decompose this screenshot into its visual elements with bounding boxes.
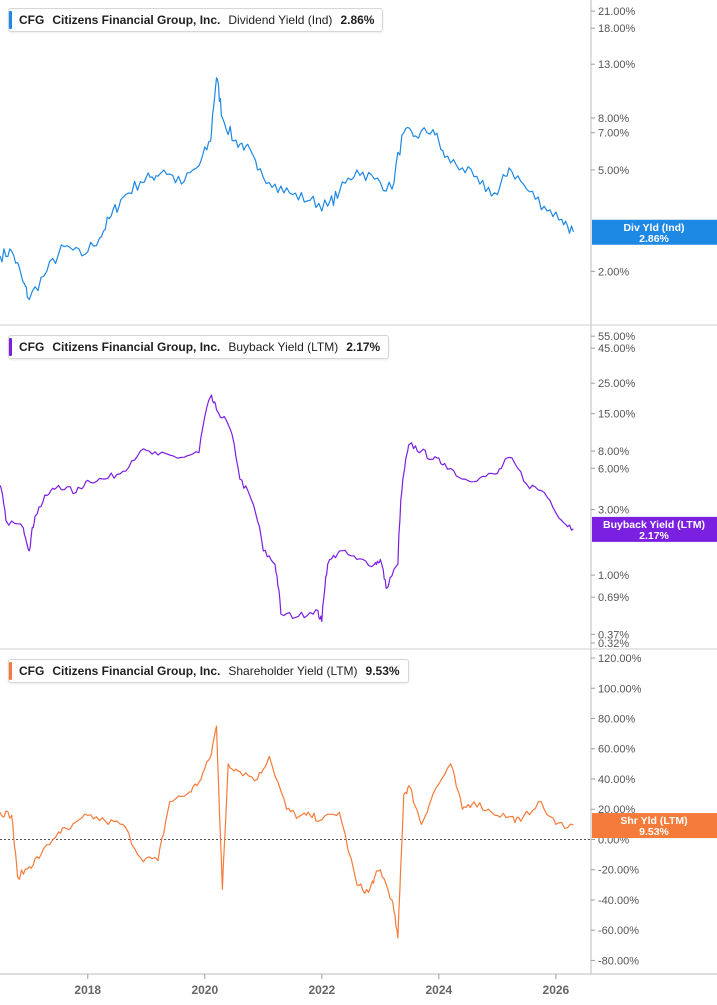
- series-line: [0, 725, 574, 939]
- x-tick-label: 2018: [74, 983, 101, 997]
- series-color-swatch: [9, 338, 12, 356]
- legend-buyback-yield[interactable]: CFG Citizens Financial Group, Inc. Buyba…: [8, 335, 390, 359]
- y-tick-label: 21.00%: [598, 6, 636, 18]
- y-tick-label: 13.00%: [598, 59, 636, 71]
- x-tick-label: 2022: [308, 983, 335, 997]
- y-tick-label: 6.00%: [598, 463, 629, 475]
- y-tick-label: 55.00%: [598, 331, 636, 343]
- last-value-marker: [592, 516, 717, 542]
- legend-metric: Dividend Yield (Ind): [228, 13, 333, 27]
- series-color-swatch: [9, 662, 12, 680]
- series-line: [0, 77, 574, 301]
- y-tick-label: 120.00%: [598, 653, 642, 665]
- y-tick-label: -20.00%: [598, 865, 639, 877]
- y-tick-label: 3.00%: [598, 505, 629, 517]
- y-tick-label: 80.00%: [598, 714, 636, 726]
- last-value-marker: [592, 813, 717, 839]
- last-value-marker-label: Div Yld (Ind): [623, 222, 684, 234]
- legend-ticker: CFG: [19, 664, 45, 678]
- series-line: [0, 394, 574, 622]
- y-tick-label: 45.00%: [598, 343, 636, 355]
- last-value-marker-label: Buyback Yield (LTM): [603, 519, 705, 531]
- y-tick-label: 8.00%: [598, 446, 629, 458]
- last-value-marker-value: 2.86%: [639, 233, 669, 245]
- y-tick-label: -40.00%: [598, 895, 639, 907]
- y-tick-label: 18.00%: [598, 23, 636, 35]
- last-value-marker-label: Shr Yld (LTM): [620, 815, 687, 827]
- value-markers: Div Yld (Ind)2.86% Buyback Yield (LTM)2.1…: [592, 219, 717, 839]
- legend-company: Citizens Financial Group, Inc.: [52, 664, 221, 678]
- y-tick-label: 15.00%: [598, 409, 636, 421]
- y-tick-label: 100.00%: [598, 683, 642, 695]
- legend-dividend-yield[interactable]: CFG Citizens Financial Group, Inc. Divid…: [8, 8, 384, 32]
- last-value-marker: [592, 219, 717, 245]
- y-tick-label: 40.00%: [598, 774, 636, 786]
- legend-metric: Shareholder Yield (LTM): [228, 664, 358, 678]
- y-tick-label: 5.00%: [598, 165, 629, 177]
- legend-value: 2.17%: [346, 340, 381, 354]
- y-tick-label: -60.00%: [598, 925, 639, 937]
- y-tick-label: 60.00%: [598, 744, 636, 756]
- y-tick-label: 0.32%: [598, 638, 629, 650]
- y-tick-label: 25.00%: [598, 378, 636, 390]
- last-value-marker-value: 9.53%: [639, 826, 669, 838]
- x-tick-label: 2026: [543, 983, 570, 997]
- legend-company: Citizens Financial Group, Inc.: [52, 340, 221, 354]
- y-tick-label: 8.00%: [598, 113, 629, 125]
- legend-value: 9.53%: [365, 664, 400, 678]
- legend-ticker: CFG: [19, 340, 45, 354]
- x-tick-label: 2020: [191, 983, 218, 997]
- y-tick-label: 0.69%: [598, 592, 629, 604]
- legend-ticker: CFG: [19, 13, 45, 27]
- x-tick-label: 2024: [426, 983, 453, 997]
- series-color-swatch: [9, 11, 12, 29]
- legend-company: Citizens Financial Group, Inc.: [52, 13, 221, 27]
- legend-shareholder-yield[interactable]: CFG Citizens Financial Group, Inc. Share…: [8, 659, 409, 683]
- y-tick-label: -80.00%: [598, 955, 639, 967]
- y-tick-label: 7.00%: [598, 128, 629, 140]
- legend-value: 2.86%: [340, 13, 375, 27]
- chart-frame: [0, 0, 717, 975]
- y-tick-label: 2.00%: [598, 266, 629, 278]
- series-layer: [0, 77, 574, 939]
- legend-metric: Buyback Yield (LTM): [228, 340, 339, 354]
- x-axis: 2018 2020 2022 2024 2026: [74, 974, 570, 997]
- last-value-marker-value: 2.17%: [639, 530, 669, 542]
- y-axes: 21.00% 18.00% 13.00% 8.00% 7.00% 5.00% 2.00% 55…: [591, 6, 642, 967]
- y-tick-label: 1.00%: [598, 570, 629, 582]
- y-tick-label: 0.37%: [598, 629, 629, 641]
